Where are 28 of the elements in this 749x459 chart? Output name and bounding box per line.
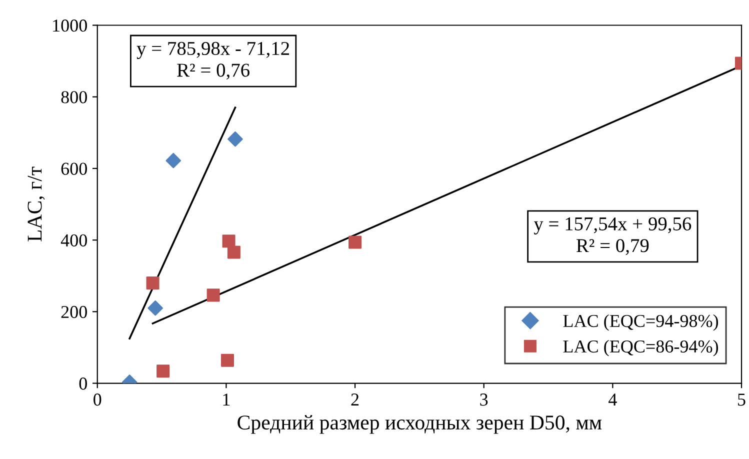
y-tick-label: 0 — [79, 378, 87, 390]
point — [148, 300, 163, 316]
x-tick-label: 5 — [738, 394, 746, 406]
annotation: y = 785,98x - 71,12 R² = 0,76 — [136, 42, 290, 80]
y-tick-label: 400 — [60, 234, 87, 246]
legend-label: LAC (EQC=86-94%) — [563, 340, 718, 356]
x-tick-label: 1 — [223, 394, 230, 406]
point — [220, 354, 234, 367]
y-tick-label: 1000 — [53, 20, 87, 32]
point — [227, 246, 240, 259]
point — [156, 364, 170, 378]
point — [228, 131, 243, 147]
point — [166, 152, 182, 168]
point — [206, 288, 220, 302]
y-tick-label: 800 — [61, 91, 87, 104]
legend-label: LAC (EQC=94-98%) — [563, 314, 718, 331]
point — [146, 276, 160, 290]
x-axis-title: Средний размер исходных зерен D50, мм — [238, 415, 602, 434]
y-tick-label: 200 — [61, 306, 87, 318]
y-tick-label: 600 — [61, 162, 87, 175]
x-tick-label: 2 — [351, 394, 359, 406]
point — [222, 234, 236, 248]
y-axis-title: LAC, г/т — [28, 166, 45, 242]
point — [348, 236, 362, 249]
x-tick-label: 0 — [94, 394, 102, 406]
annotation: y = 157,54x + 99,56 R² = 0,79 — [534, 217, 692, 255]
x-tick-label: 4 — [608, 394, 617, 406]
x-tick-label: 3 — [480, 394, 488, 406]
